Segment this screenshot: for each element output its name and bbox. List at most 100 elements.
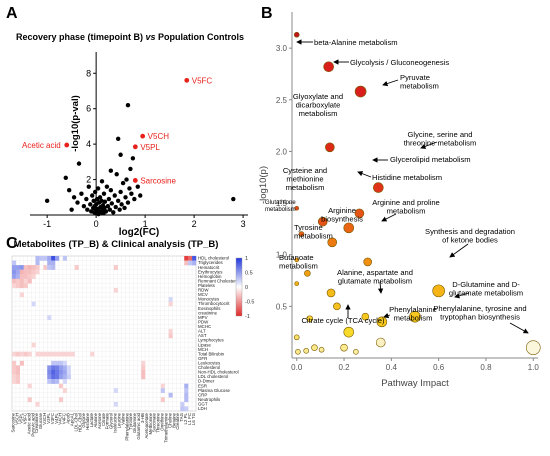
heatmap-col-label: Sarcosine	[11, 412, 16, 432]
volcano-point-label: V5CH	[148, 132, 170, 141]
pathway-point-label: Alanine, aspartate and glutamate metaboli…	[337, 268, 413, 286]
heatmap-row-label: creatinine	[198, 310, 218, 315]
heatmap-col-label: Ornithine	[160, 412, 165, 430]
heatmap-cell	[51, 260, 56, 266]
heatmap-col-label: Formate	[105, 412, 110, 429]
heatmap-row-label: HDL cholesterol	[198, 256, 229, 261]
heatmap-cell	[192, 260, 197, 266]
heatmap-col-label: Threonine	[156, 412, 161, 432]
volcano-point	[115, 136, 121, 142]
heatmap-cell	[160, 397, 165, 403]
pathway-point	[294, 281, 300, 286]
pathway-x-tick-label: 0.4	[386, 363, 398, 372]
heatmap-cell	[12, 283, 17, 289]
volcano-point	[127, 186, 132, 191]
pathway-label-arrow	[382, 79, 399, 87]
pathway-point-label: Cysteine and methionine metabolism	[283, 166, 327, 192]
pathway-point	[354, 85, 367, 98]
volcano-point	[92, 189, 98, 195]
pathway-point-label: Butanoate metabolism	[279, 253, 318, 271]
heatmap-col-label: Pyruvic acid	[30, 412, 35, 436]
heatmap-row-label: RDW	[198, 288, 209, 293]
pathway-point	[303, 347, 309, 354]
pathway-point-label: beta-Alanine metabolism	[314, 38, 398, 47]
volcano-point	[79, 191, 84, 196]
heatmap-cell	[51, 256, 56, 261]
heatmap-cell	[55, 369, 60, 375]
volcano-point	[117, 207, 122, 212]
heatmap-col-label: Valine	[120, 412, 125, 424]
heatmap-cell	[168, 392, 173, 398]
heatmap-cell	[58, 369, 64, 375]
heatmap-cell	[15, 269, 21, 275]
heatmap-cell	[184, 260, 189, 266]
volcano-highlight-point	[132, 178, 138, 183]
colorbar-tick-label: 0	[245, 285, 248, 291]
heatmap-cell	[19, 278, 24, 284]
volcano-point	[44, 198, 50, 204]
heatmap-cell	[180, 406, 185, 412]
heatmap-cell	[66, 374, 71, 380]
heatmap-cell	[74, 265, 79, 270]
heatmap-row-label: D-Dimer	[198, 379, 215, 384]
heatmap-cell	[19, 283, 24, 289]
heatmap-row-label: Thrombocytocrit	[198, 301, 230, 306]
heatmap-cell	[51, 351, 56, 357]
heatmap-col-label: Tyrosine	[128, 412, 133, 429]
heatmap-row-label: Hemoglobin	[198, 274, 222, 279]
volcano-point	[90, 193, 95, 198]
volcano-point	[91, 198, 96, 204]
volcano-point	[231, 196, 236, 202]
heatmap-cell	[184, 256, 189, 261]
heatmap-cell	[35, 351, 40, 357]
pathway-point-label: Phenylalanine, tyrosine and tryptophan bi…	[433, 304, 526, 322]
heatmap-cell	[141, 360, 146, 366]
pathway-point	[363, 257, 372, 267]
heatmap-cell	[43, 256, 48, 261]
heatmap-cell	[66, 351, 71, 357]
heatmap-cell	[188, 256, 193, 261]
pathway-point	[306, 315, 314, 323]
heatmap-col-label: LDL-Chol	[73, 413, 78, 432]
heatmap-col-label: V3PL	[46, 412, 51, 423]
heatmap-cell	[141, 365, 146, 371]
volcano-point	[69, 207, 74, 212]
pathway-point-label: Glycine, serine and threonine metabolism	[404, 130, 477, 148]
heatmap-cell	[12, 351, 17, 357]
heatmap-cell	[47, 315, 52, 321]
heatmap-cell	[168, 333, 173, 339]
heatmap-col-label: ApoA1	[69, 412, 74, 426]
heatmap-cell	[23, 274, 28, 279]
heatmap-cell	[160, 383, 165, 389]
pathway-point	[343, 222, 355, 234]
heatmap-colorbar	[235, 257, 243, 317]
heatmap-row-label: Neutrophils	[198, 397, 221, 402]
volcano-highlight-point	[184, 77, 190, 83]
heatmap-cell	[15, 278, 21, 284]
heatmap-col-label: V5FC	[22, 413, 27, 424]
pathway-y-tick-label: 2.5	[276, 96, 288, 105]
heatmap-cell	[113, 401, 118, 407]
heatmap-cell	[31, 269, 36, 275]
heatmap-row-label: Leukocytes	[198, 361, 221, 366]
volcano-point	[84, 196, 89, 202]
heatmap-cell	[47, 369, 52, 375]
heatmap-cell	[113, 388, 118, 393]
pathway-point	[317, 216, 328, 227]
pathway-point	[311, 344, 318, 351]
pathway-label-arrow	[509, 322, 529, 334]
volcano-point	[124, 177, 129, 182]
heatmap-cell	[184, 392, 189, 398]
heatmap-col-label: Creatine	[175, 412, 180, 429]
heatmap-row-label: GGT	[198, 402, 208, 407]
heatmap-col-label: Betaine	[171, 412, 176, 427]
pathway-point-label: Glycerolipid metabolism	[390, 155, 471, 164]
pathway-label-arrow	[454, 292, 470, 299]
heatmap-cell	[55, 365, 60, 371]
heatmap-col-label: V4CH	[58, 413, 63, 425]
heatmap-col-label: Glucose	[38, 412, 43, 429]
pathway-label-arrow	[449, 243, 469, 258]
heatmap-cell	[15, 379, 21, 384]
heatmap-cell	[27, 269, 32, 275]
